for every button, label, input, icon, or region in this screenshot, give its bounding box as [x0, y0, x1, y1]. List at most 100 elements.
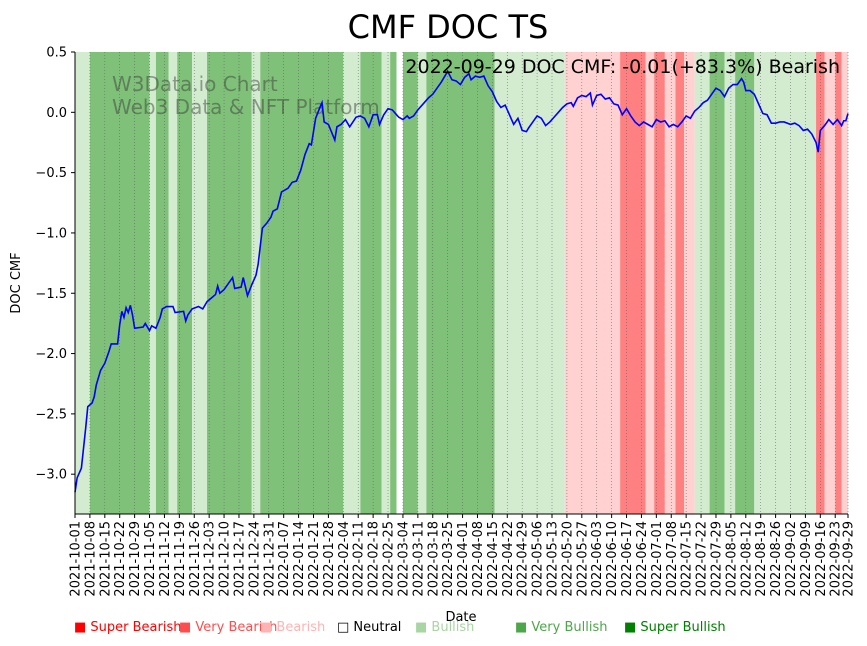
x-tick-label: 2022-08-12	[739, 521, 754, 597]
sentiment-region	[343, 52, 361, 514]
x-tick-label: 2021-12-24	[247, 521, 262, 597]
legend-item: ■ Bullish	[415, 620, 475, 635]
x-tick-label: 2022-05-06	[531, 521, 546, 597]
x-tick-label: 2022-01-14	[292, 521, 307, 597]
sentiment-region	[724, 52, 736, 514]
sentiment-region	[494, 52, 565, 514]
x-tick-label: 2022-08-19	[754, 521, 769, 597]
x-tick-label: 2022-06-17	[620, 521, 635, 597]
x-tick-label: 2022-01-21	[307, 521, 322, 597]
x-tick-label: 2022-02-11	[352, 521, 367, 597]
y-axis-label: DOC CMF	[9, 252, 24, 313]
cmf-line	[74, 69, 849, 493]
x-tick-label: 2022-09-09	[799, 521, 814, 597]
y-tick-label: −1.0	[35, 226, 67, 241]
sentiment-region	[251, 52, 261, 514]
x-tick-label: 2022-08-05	[724, 521, 739, 597]
x-tick-label: 2021-10-08	[83, 521, 98, 597]
legend-item: ■ Bearish	[260, 620, 326, 635]
sentiment-region	[760, 52, 817, 514]
sentiment-region	[735, 52, 755, 514]
x-tick-label: 2022-03-25	[441, 521, 456, 597]
x-ticks: 2021-10-01 2021-10-08 2021-10-15 2021-10-22…	[69, 514, 857, 597]
sentiment-region	[192, 52, 208, 514]
latest-value-annotation: 2022-09-29 DOC CMF: -0.01(+83.3%) Bearis…	[405, 56, 840, 78]
x-tick-label: 2021-11-05	[143, 521, 158, 597]
sentiment-region	[360, 52, 382, 514]
x-tick-label: 2022-04-22	[501, 521, 516, 597]
x-tick-label: 2022-09-02	[784, 521, 799, 597]
sentiment-region	[754, 52, 761, 514]
x-tick-label: 2022-07-22	[695, 521, 710, 597]
x-tick-label: 2021-11-12	[158, 521, 173, 597]
x-tick-label: 2022-04-15	[486, 521, 501, 597]
x-tick-label: 2022-06-10	[605, 521, 620, 597]
x-tick-label: 2021-12-10	[218, 521, 233, 597]
sentiment-region	[426, 52, 495, 514]
sentiment-region	[402, 52, 418, 514]
legend-item: ■ Super Bearish	[74, 620, 182, 635]
legend-item: ■ Very Bearish	[179, 620, 278, 635]
x-tick-label: 2022-09-29	[842, 521, 857, 597]
sentiment-region	[396, 52, 403, 514]
x-axis-label: Date	[445, 610, 476, 625]
x-tick-label: 2022-07-29	[709, 521, 724, 597]
sentiment-region	[177, 52, 193, 514]
sentiment-region	[684, 52, 695, 514]
x-tick-label: 2022-01-28	[322, 521, 337, 597]
sentiment-region	[675, 52, 685, 514]
y-ticks: 0.5 0.0 −0.5 −1.0 −1.5 −2.0 −2.5 −3.0	[35, 46, 75, 483]
sentiment-region	[417, 52, 427, 514]
y-tick-label: −1.5	[35, 287, 67, 302]
x-tick-label: 2021-12-17	[232, 521, 247, 597]
x-tick-label: 2022-06-24	[635, 521, 650, 597]
sentiment-region	[390, 52, 397, 514]
x-tick-label: 2021-12-31	[262, 521, 277, 597]
sentiment-region	[75, 52, 90, 514]
x-tick-label: 2022-04-29	[516, 521, 531, 597]
x-tick-label: 2022-02-25	[382, 521, 397, 597]
x-tick-label: 2022-08-26	[769, 521, 784, 597]
chart-title: CMF DOC TS	[348, 8, 549, 46]
y-tick-label: −2.0	[35, 347, 67, 362]
y-tick-label: 0.5	[46, 46, 67, 61]
sentiment-region	[260, 52, 344, 514]
x-tick-label: 2022-03-11	[411, 521, 426, 597]
legend-item: □ Neutral	[337, 620, 402, 635]
x-tick-label: 2022-02-18	[367, 521, 382, 597]
x-tick-label: 2022-05-20	[560, 521, 575, 597]
x-tick-label: 2021-11-19	[173, 521, 188, 597]
x-tick-label: 2022-05-13	[546, 521, 561, 597]
sentiment-region	[654, 52, 665, 514]
sentiment-region	[149, 52, 156, 514]
vertical-gridlines	[74, 52, 849, 514]
y-tick-label: −3.0	[35, 468, 67, 483]
sentiment-region	[709, 52, 725, 514]
legend-item: ■ Super Bullish	[624, 620, 726, 635]
sentiment-region	[835, 52, 842, 514]
x-tick-label: 2022-06-03	[590, 521, 605, 597]
x-tick-label: 2021-10-22	[113, 521, 128, 597]
legend: ■ Super Bearish ■ Very Bearish ■ Bearish □ …	[74, 620, 864, 638]
y-tick-label: −0.5	[35, 166, 67, 181]
sentiment-region	[824, 52, 836, 514]
watermark-line: W3Data.io Chart	[112, 72, 278, 96]
x-tick-label: 2022-03-18	[426, 521, 441, 597]
sentiment-region	[620, 52, 646, 514]
x-tick-label: 2021-10-29	[128, 521, 143, 597]
x-tick-label: 2022-03-04	[396, 521, 411, 597]
x-tick-label: 2022-07-15	[680, 521, 695, 597]
x-tick-label: 2022-04-08	[471, 521, 486, 597]
sentiment-regions	[75, 52, 848, 514]
x-tick-label: 2021-10-01	[69, 521, 84, 597]
sentiment-region	[841, 52, 848, 514]
x-tick-label: 2021-12-03	[203, 521, 218, 597]
x-tick-label: 2022-04-01	[456, 521, 471, 597]
x-tick-label: 2022-07-08	[665, 521, 680, 597]
sentiment-region	[694, 52, 710, 514]
sentiment-region	[564, 52, 621, 514]
sentiment-region	[168, 52, 178, 514]
sentiment-region	[381, 52, 391, 514]
sentiment-region	[645, 52, 655, 514]
